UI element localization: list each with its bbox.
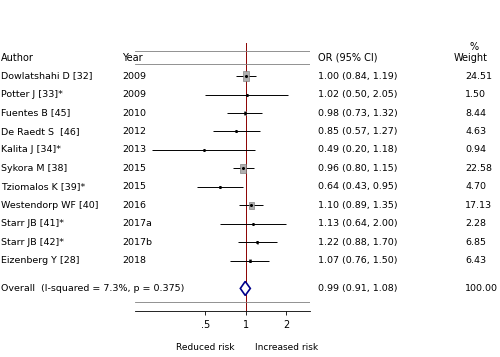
Text: 2.28: 2.28	[465, 219, 486, 228]
Text: Eizenberg Y [28]: Eizenberg Y [28]	[1, 256, 80, 265]
Text: Tziomalos K [39]*: Tziomalos K [39]*	[1, 182, 85, 191]
Text: 22.58: 22.58	[465, 164, 492, 173]
Text: 0.99 (0.91, 1.08): 0.99 (0.91, 1.08)	[318, 284, 397, 293]
Text: 2018: 2018	[122, 256, 146, 265]
Text: Year: Year	[122, 52, 143, 62]
Text: 0.85 (0.57, 1.27): 0.85 (0.57, 1.27)	[318, 127, 397, 136]
Bar	[249, 260, 250, 262]
Text: Author: Author	[1, 52, 34, 62]
Text: 1.13 (0.64, 2.00): 1.13 (0.64, 2.00)	[318, 219, 397, 228]
Text: 8.44: 8.44	[465, 109, 486, 117]
Text: Starr JB [42]*: Starr JB [42]*	[1, 238, 64, 247]
Text: Reduced risk: Reduced risk	[176, 343, 234, 352]
Text: Overall  (I-squared = 7.3%, p = 0.375): Overall (I-squared = 7.3%, p = 0.375)	[1, 284, 184, 293]
Text: 4.63: 4.63	[465, 127, 486, 136]
Text: Westendorp WF [40]: Westendorp WF [40]	[1, 201, 98, 210]
Text: Potter J [33]*: Potter J [33]*	[1, 90, 63, 99]
Text: 6.43: 6.43	[465, 256, 486, 265]
Text: OR (95% CI): OR (95% CI)	[318, 52, 377, 62]
Text: 0.94: 0.94	[465, 145, 486, 155]
Text: 1.07 (0.76, 1.50): 1.07 (0.76, 1.50)	[318, 256, 397, 265]
Text: 1.50: 1.50	[465, 90, 486, 99]
Text: Sykora M [38]: Sykora M [38]	[1, 164, 67, 173]
Text: 1.22 (0.88, 1.70): 1.22 (0.88, 1.70)	[318, 238, 397, 247]
Bar	[244, 111, 246, 115]
Bar	[249, 202, 254, 209]
Text: Kalita J [34]*: Kalita J [34]*	[1, 145, 61, 155]
Text: 2016: 2016	[122, 201, 146, 210]
Text: 2010: 2010	[122, 109, 146, 117]
Text: Dowlatshahi D [32]: Dowlatshahi D [32]	[1, 71, 92, 81]
Text: 0.49 (0.20, 1.18): 0.49 (0.20, 1.18)	[318, 145, 397, 155]
Text: 1.02 (0.50, 2.05): 1.02 (0.50, 2.05)	[318, 90, 397, 99]
Text: Starr JB [41]*: Starr JB [41]*	[1, 219, 64, 228]
Bar	[236, 131, 237, 132]
Bar	[252, 223, 254, 224]
Text: %: %	[470, 41, 479, 51]
Text: De Raedt S  [46]: De Raedt S [46]	[1, 127, 80, 136]
Text: Fuentes B [45]: Fuentes B [45]	[1, 109, 70, 117]
Text: 17.13: 17.13	[465, 201, 492, 210]
Text: 2009: 2009	[122, 90, 146, 99]
Text: 24.51: 24.51	[465, 71, 492, 81]
Bar	[240, 164, 246, 173]
Text: 0.98 (0.73, 1.32): 0.98 (0.73, 1.32)	[318, 109, 397, 117]
Text: 4.70: 4.70	[465, 182, 486, 191]
Text: 2017a: 2017a	[122, 219, 152, 228]
Text: Weight: Weight	[454, 52, 488, 62]
Text: 0.64 (0.43, 0.95): 0.64 (0.43, 0.95)	[318, 182, 397, 191]
Text: 2013: 2013	[122, 145, 146, 155]
Text: 1.10 (0.89, 1.35): 1.10 (0.89, 1.35)	[318, 201, 397, 210]
Text: 6.85: 6.85	[465, 238, 486, 247]
Polygon shape	[240, 281, 250, 296]
Text: 2012: 2012	[122, 127, 146, 136]
Text: 2015: 2015	[122, 164, 146, 173]
Text: 2017b: 2017b	[122, 238, 152, 247]
Bar	[256, 241, 258, 243]
Text: 100.00: 100.00	[465, 284, 498, 293]
Text: 2015: 2015	[122, 182, 146, 191]
Text: 2009: 2009	[122, 71, 146, 81]
Bar	[242, 71, 249, 81]
Text: 0.96 (0.80, 1.15): 0.96 (0.80, 1.15)	[318, 164, 397, 173]
Bar	[219, 186, 220, 188]
Text: Increased risk: Increased risk	[254, 343, 318, 352]
Text: 1.00 (0.84, 1.19): 1.00 (0.84, 1.19)	[318, 71, 397, 81]
